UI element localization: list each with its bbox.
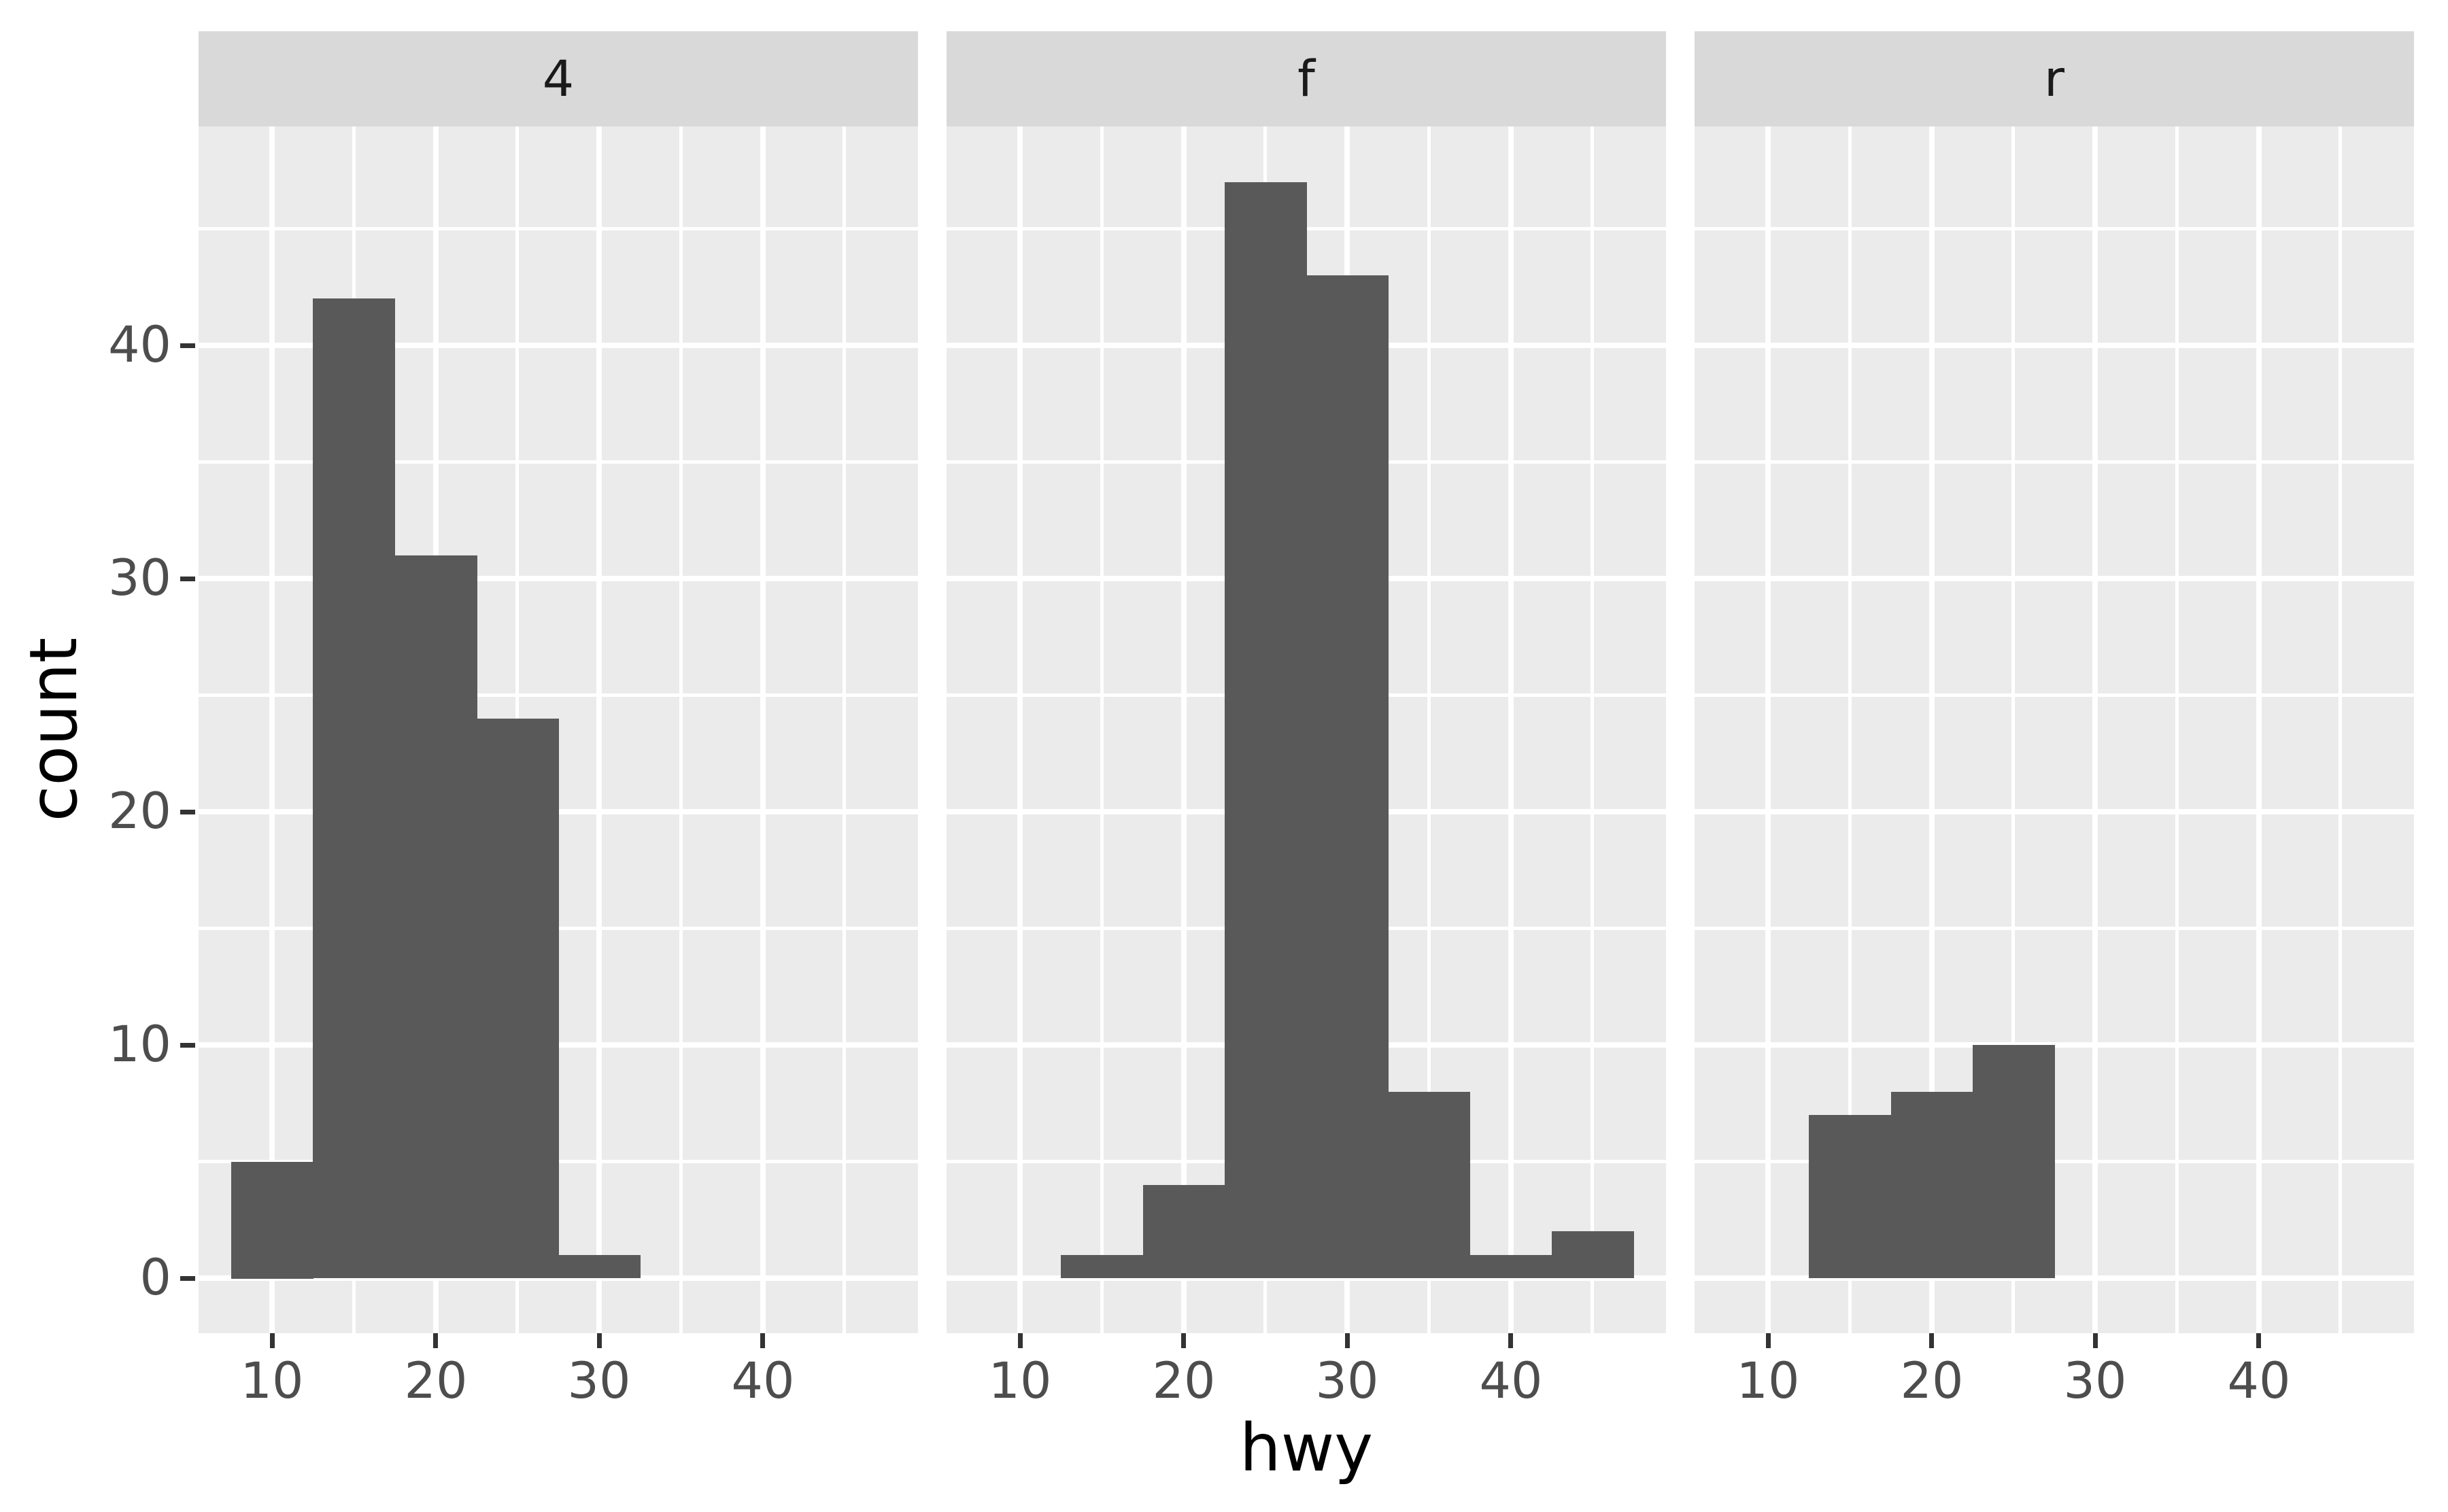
gridline-major-horizontal xyxy=(199,1275,918,1281)
gridline-major-vertical xyxy=(1017,126,1023,1333)
histogram-bar xyxy=(1225,182,1307,1278)
x-tick-label: 20 xyxy=(1152,1352,1216,1410)
facet-panel xyxy=(199,126,918,1333)
facet-strip-label: r xyxy=(2043,50,2064,108)
x-tick-mark xyxy=(433,1333,438,1348)
facet-strip-label: f xyxy=(1297,50,1315,108)
histogram-bar xyxy=(231,1162,313,1279)
x-tick-label: 20 xyxy=(1900,1352,1964,1410)
y-tick-label: 10 xyxy=(108,1016,171,1073)
histogram-bar xyxy=(1809,1115,1891,1278)
x-tick-label: 10 xyxy=(240,1352,304,1410)
gridline-minor-vertical xyxy=(843,126,846,1333)
x-tick-mark xyxy=(1345,1333,1350,1348)
histogram-bar xyxy=(1388,1092,1470,1278)
y-tick-mark xyxy=(180,343,195,348)
y-tick-mark xyxy=(180,810,195,814)
gridline-major-vertical xyxy=(2092,126,2098,1333)
gridline-major-vertical xyxy=(269,126,275,1333)
gridline-minor-horizontal xyxy=(199,460,918,464)
y-tick-label: 40 xyxy=(108,316,171,374)
histogram-bar xyxy=(1061,1255,1143,1278)
facet-panel xyxy=(1695,126,2414,1333)
gridline-major-vertical xyxy=(1929,126,1935,1333)
gridline-minor-vertical xyxy=(1100,126,1104,1333)
gridline-major-horizontal xyxy=(947,1275,1666,1281)
histogram-bar xyxy=(1552,1231,1634,1278)
gridline-minor-vertical xyxy=(1427,126,1431,1333)
gridline-major-horizontal xyxy=(1695,343,2414,348)
y-tick-label: 0 xyxy=(139,1249,171,1307)
facet-strip: f xyxy=(947,31,1666,126)
histogram-bar xyxy=(558,1255,641,1278)
histogram-bar xyxy=(1306,275,1389,1278)
x-tick-label: 40 xyxy=(1479,1352,1543,1410)
histogram-bar xyxy=(1143,1185,1225,1278)
x-tick-label: 30 xyxy=(2063,1352,2127,1410)
facet-strip: 4 xyxy=(199,31,918,126)
gridline-minor-horizontal xyxy=(1695,693,2414,697)
x-tick-mark xyxy=(597,1333,602,1348)
gridline-major-horizontal xyxy=(199,576,918,581)
gridline-major-vertical xyxy=(1508,126,1514,1333)
x-tick-label: 40 xyxy=(2227,1352,2291,1410)
gridline-minor-horizontal xyxy=(1695,927,2414,930)
x-axis-title: hwy xyxy=(1239,1410,1374,1486)
gridline-major-horizontal xyxy=(1695,576,2414,581)
histogram-bar xyxy=(1469,1255,1552,1278)
x-tick-mark xyxy=(2256,1333,2261,1348)
x-tick-mark xyxy=(1929,1333,1934,1348)
histogram-bar xyxy=(1973,1045,2055,1278)
x-tick-mark xyxy=(760,1333,765,1348)
histogram-bar xyxy=(477,719,559,1278)
y-tick-mark xyxy=(180,1043,195,1048)
x-tick-mark xyxy=(1018,1333,1023,1348)
x-tick-label: 30 xyxy=(567,1352,631,1410)
gridline-minor-vertical xyxy=(1591,126,1594,1333)
gridline-minor-horizontal xyxy=(199,693,918,697)
gridline-major-vertical xyxy=(1181,126,1187,1333)
gridline-minor-vertical xyxy=(1848,126,1852,1333)
facet-strip-label: 4 xyxy=(542,50,575,108)
gridline-major-vertical xyxy=(1765,126,1771,1333)
x-tick-label: 10 xyxy=(988,1352,1052,1410)
gridline-minor-vertical xyxy=(2011,126,2015,1333)
histogram-bar xyxy=(395,555,477,1278)
gridline-minor-horizontal xyxy=(199,227,918,230)
gridline-minor-horizontal xyxy=(1695,460,2414,464)
x-tick-mark xyxy=(2093,1333,2098,1348)
gridline-major-horizontal xyxy=(1695,1275,2414,1281)
gridline-minor-vertical xyxy=(2339,126,2342,1333)
histogram-bar xyxy=(1891,1092,1973,1278)
x-tick-label: 40 xyxy=(731,1352,795,1410)
y-tick-mark xyxy=(180,1276,195,1281)
gridline-major-horizontal xyxy=(199,343,918,348)
x-tick-mark xyxy=(1766,1333,1771,1348)
histogram-bar xyxy=(313,298,395,1278)
x-tick-label: 30 xyxy=(1315,1352,1379,1410)
x-tick-mark xyxy=(1508,1333,1513,1348)
y-tick-mark xyxy=(180,577,195,581)
facet-strip: r xyxy=(1695,31,2414,126)
facet-panel xyxy=(947,126,1666,1333)
gridline-major-vertical xyxy=(760,126,766,1333)
y-tick-label: 30 xyxy=(108,549,171,607)
gridline-minor-vertical xyxy=(679,126,683,1333)
x-tick-label: 20 xyxy=(404,1352,468,1410)
gridline-major-vertical xyxy=(2256,126,2262,1333)
gridline-major-vertical xyxy=(596,126,602,1333)
x-tick-label: 10 xyxy=(1736,1352,1800,1410)
gridline-minor-vertical xyxy=(2175,126,2179,1333)
gridline-major-horizontal xyxy=(1695,809,2414,814)
x-tick-mark xyxy=(270,1333,275,1348)
y-tick-label: 20 xyxy=(108,783,171,840)
x-tick-mark xyxy=(1181,1333,1186,1348)
gridline-minor-horizontal xyxy=(1695,227,2414,230)
